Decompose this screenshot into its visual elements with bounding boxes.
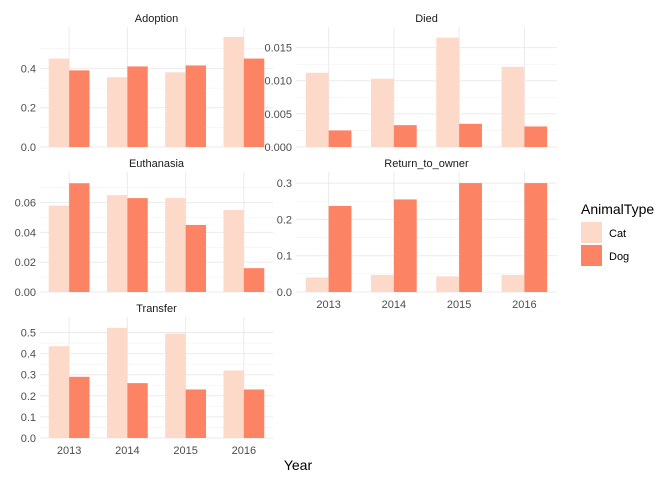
facet-panel-return-to-owner: Return_to_owner 0.0 0.1 0.2 0.3 2013 2014 2015 2… (277, 158, 557, 311)
facet-panel-died: Died 0.000 0.005 0.010 0.015 (264, 13, 557, 154)
y-tick-label: 0.04 (15, 227, 36, 239)
bar-dog-2016 (243, 58, 265, 147)
y-tick-label: 0.015 (264, 43, 292, 55)
bar-cat-2015 (165, 333, 186, 438)
x-tick-label: 2016 (232, 445, 256, 457)
facet-panels: Adoption 0.0 0.2 0.4 Died 0.000 0.005 0.010 0.01… (15, 13, 557, 457)
bar-cat-2013 (48, 205, 70, 292)
bar-cat-2014 (106, 195, 128, 292)
bar-cat-2016 (223, 210, 244, 292)
bar-dog-2013 (69, 183, 90, 292)
bar-cat-2014 (371, 274, 394, 292)
bar-cat-2014 (371, 78, 394, 147)
y-tick-label: 0.4 (21, 63, 36, 75)
y-tick-label: 0.2 (21, 103, 36, 115)
y-tick-label: 0.005 (264, 109, 292, 121)
y-tick-label: 0.02 (15, 257, 36, 269)
bar-dog-2013 (69, 376, 90, 438)
bar-cat-2015 (165, 198, 186, 292)
bar-dog-2016 (524, 126, 548, 147)
x-tick-label: 2014 (115, 445, 139, 457)
bar-dog-2014 (127, 66, 148, 147)
bar-cat-2013 (48, 58, 70, 147)
legend-swatch-dog (581, 245, 602, 266)
y-tick-label: 0.0 (277, 287, 292, 299)
bar-cat-2015 (436, 276, 460, 292)
bar-cat-2015 (436, 37, 460, 147)
bar-cat-2013 (305, 72, 329, 147)
facet-panel-euthanasia: Euthanasia 0.00 0.02 0.04 0.06 (15, 158, 273, 299)
x-tick-label: 2014 (382, 299, 406, 311)
y-tick-label: 0.3 (21, 370, 36, 382)
bar-dog-2014 (393, 199, 417, 292)
x-tick-label: 2015 (173, 445, 197, 457)
bar-dog-2014 (393, 125, 417, 147)
bar-cat-2014 (106, 77, 128, 147)
y-tick-label: 0.0 (21, 433, 36, 445)
bar-dog-2015 (185, 65, 207, 147)
y-tick-label: 0.1 (277, 251, 292, 263)
bar-dog-2014 (127, 198, 148, 292)
facet-title: Euthanasia (129, 158, 185, 170)
facet-title: Return_to_owner (384, 158, 469, 170)
y-tick-label: 0.4 (21, 349, 36, 361)
bar-dog-2016 (243, 268, 265, 292)
bar-dog-2013 (328, 205, 352, 292)
bar-dog-2016 (243, 389, 265, 438)
x-axis-title: Year (284, 457, 313, 473)
bar-cat-2016 (223, 370, 244, 438)
legend: AnimalType Cat Dog (581, 201, 654, 266)
bar-cat-2016 (501, 66, 525, 147)
bar-dog-2015 (459, 123, 482, 147)
legend-label-dog: Dog (609, 251, 629, 263)
x-tick-label: 2013 (57, 445, 81, 457)
legend-label-cat: Cat (609, 228, 626, 240)
y-tick-label: 0.000 (264, 142, 292, 154)
bar-cat-2013 (305, 277, 329, 292)
y-tick-label: 0.5 (21, 327, 36, 339)
bar-cat-2016 (501, 274, 525, 292)
x-tick-label: 2013 (316, 299, 340, 311)
legend-swatch-cat (581, 222, 602, 243)
bar-dog-2015 (185, 389, 207, 438)
y-tick-label: 0.2 (21, 391, 36, 403)
facet-panel-transfer: Transfer 0.0 0.1 0.2 0.3 0.4 0.5 2013 2014 2015 20… (21, 303, 273, 457)
bar-cat-2014 (106, 327, 128, 438)
bar-cat-2016 (223, 36, 244, 148)
y-tick-label: 0.0 (21, 142, 36, 154)
legend-title: AnimalType (581, 201, 654, 217)
bar-dog-2014 (127, 383, 148, 438)
bar-cat-2015 (165, 72, 186, 147)
bar-dog-2013 (328, 130, 352, 147)
y-tick-label: 0.00 (15, 287, 36, 299)
bar-dog-2016 (524, 183, 548, 292)
y-tick-label: 0.2 (277, 214, 292, 226)
bar-cat-2013 (48, 346, 70, 438)
y-tick-label: 0.1 (21, 412, 36, 424)
bar-dog-2015 (185, 224, 207, 292)
bar-dog-2013 (69, 70, 90, 147)
y-tick-label: 0.3 (277, 178, 292, 190)
bar-dog-2015 (459, 183, 482, 292)
facet-title: Died (415, 13, 438, 25)
facet-panel-adoption: Adoption 0.0 0.2 0.4 (21, 13, 273, 154)
x-tick-label: 2016 (512, 299, 536, 311)
x-tick-label: 2015 (447, 299, 471, 311)
facet-title: Transfer (136, 303, 177, 315)
facet-title: Adoption (135, 13, 178, 25)
y-tick-label: 0.010 (264, 76, 292, 88)
y-tick-label: 0.06 (15, 198, 36, 210)
